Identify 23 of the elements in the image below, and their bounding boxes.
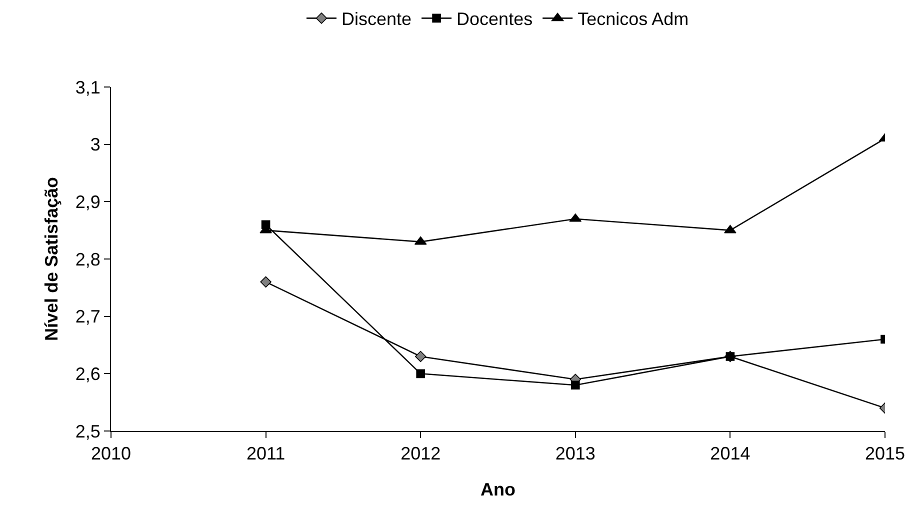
y-tick-label: 2,8	[75, 249, 100, 270]
legend-label: Tecnicos Adm	[578, 9, 689, 30]
point	[724, 224, 736, 234]
y-tick-label: 2,9	[75, 192, 100, 212]
y-tick-label: 2,5	[75, 421, 100, 442]
point	[260, 276, 272, 288]
x-tick-label: 2013	[555, 444, 596, 464]
y-tick-label: 3,1	[75, 77, 100, 98]
point	[415, 350, 426, 362]
y-tick-label: 2,6	[75, 364, 100, 384]
legend-label: Discente	[342, 9, 412, 30]
y-axis-title: Nível de Satisfação	[42, 176, 62, 342]
legend-label: Docentes	[456, 9, 533, 30]
x-tick-label: 2012	[400, 444, 441, 464]
point	[416, 369, 425, 378]
y-tick-label: 2,7	[75, 306, 100, 327]
x-tick-label: 2010	[90, 444, 132, 464]
x-tick-label: 2014	[710, 444, 750, 464]
x-tick-label: 2015	[864, 444, 906, 464]
y-tick-label: 3	[90, 134, 100, 155]
x-axis-title: Ano	[480, 480, 516, 500]
point	[571, 380, 580, 390]
x-tick-label: 2011	[246, 444, 286, 464]
